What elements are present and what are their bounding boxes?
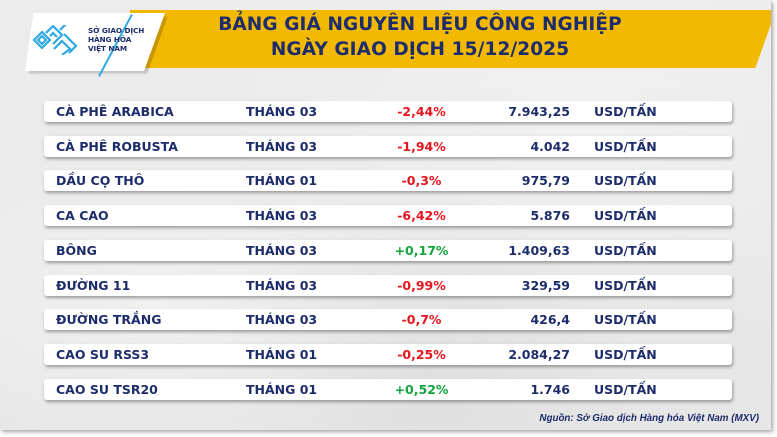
contract-month: THÁNG 03 — [246, 208, 318, 223]
contract-month: THÁNG 01 — [246, 382, 318, 397]
price-value: 975,79 — [521, 173, 570, 188]
price-value: 5.876 — [530, 208, 570, 223]
change-percent: +0,17% — [394, 243, 449, 258]
price-unit: USD/TẤN — [594, 104, 657, 119]
commodity-name: ĐƯỜNG TRẮNG — [56, 312, 162, 327]
logo-line-2: HÀNG HÓA — [88, 35, 132, 44]
change-percent: +0,52% — [394, 382, 449, 397]
commodity-name: DẦU CỌ THÔ — [56, 173, 145, 188]
commodity-name: CÀ PHÊ ARABICA — [56, 104, 174, 119]
price-value: 426,4 — [530, 312, 570, 327]
contract-month: THÁNG 03 — [246, 104, 318, 119]
logo-text: SỞ GIAO DỊCH HÀNG HÓA VIỆT NAM — [88, 26, 144, 53]
contract-month: THÁNG 01 — [246, 347, 318, 362]
table-row: CA CAO THÁNG 03 -6,42% 5.876 USD/TẤN — [44, 205, 732, 226]
price-value: 4.042 — [530, 138, 570, 154]
price-unit: USD/TẤN — [594, 138, 657, 154]
change-percent: -1,94% — [397, 138, 446, 154]
change-percent: -2,44% — [397, 104, 446, 119]
contract-month: THÁNG 03 — [246, 277, 318, 293]
price-value: 2.084,27 — [508, 347, 570, 362]
table-row: DẦU CỌ THÔ THÁNG 01 -0,3% 975,79 USD/TẤN — [44, 170, 732, 191]
commodity-name: CA CAO — [56, 208, 109, 223]
logo-line-3: VIỆT NAM — [88, 44, 128, 53]
price-value: 1.746 — [530, 382, 570, 397]
commodity-name: CÀ PHÊ ROBUSTA — [56, 138, 178, 154]
change-percent: -0,25% — [397, 347, 446, 362]
price-unit: USD/TẤN — [594, 277, 657, 293]
price-value: 1.409,63 — [508, 243, 570, 258]
table-row: CÀ PHÊ ARABICA THÁNG 03 -2,44% 7.943,25 … — [44, 101, 732, 122]
commodity-name: CAO SU RSS3 — [56, 347, 150, 362]
price-unit: USD/TẤN — [594, 173, 657, 188]
contract-month: THÁNG 01 — [246, 173, 318, 188]
price-value: 329,59 — [521, 277, 570, 293]
table-row: ĐƯỜNG 11 THÁNG 03 -0,99% 329,59 USD/TẤN — [44, 274, 732, 296]
commodity-name: CAO SU TSR20 — [56, 382, 158, 397]
contract-month: THÁNG 03 — [246, 243, 318, 258]
change-percent: -0,3% — [401, 173, 442, 188]
price-unit: USD/TẤN — [594, 243, 657, 258]
table-row: CAO SU TSR20 THÁNG 01 +0,52% 1.746 USD/T… — [44, 379, 732, 400]
contract-month: THÁNG 03 — [246, 312, 318, 327]
price-unit: USD/TẤN — [594, 208, 657, 223]
price-unit: USD/TẤN — [594, 312, 657, 327]
commodity-name: BÔNG — [56, 243, 97, 258]
table-row: BÔNG THÁNG 03 +0,17% 1.409,63 USD/TẤN — [44, 240, 732, 261]
title-banner — [130, 10, 771, 68]
price-value: 7.943,25 — [508, 104, 570, 119]
table-row: ĐƯỜNG TRẮNG THÁNG 03 -0,7% 426,4 USD/TẤN — [44, 309, 732, 330]
change-percent: -0,99% — [397, 277, 446, 293]
commodity-name: ĐƯỜNG 11 — [56, 277, 131, 293]
table-row: CÀ PHÊ ROBUSTA THÁNG 03 -1,94% 4.042 USD… — [44, 135, 732, 157]
price-unit: USD/TẤN — [594, 382, 657, 397]
title-line-1: BẢNG GIÁ NGUYÊN LIỆU CÔNG NGHIỆP — [218, 14, 622, 35]
source-note: Nguồn: Sở Giao dịch Hàng hóa Việt Nam (M… — [539, 413, 759, 424]
contract-month: THÁNG 03 — [246, 138, 318, 154]
infographic-frame: SỞ GIAO DỊCH HÀNG HÓA VIỆT NAM BẢNG GIÁ … — [0, 0, 771, 430]
table-row: CAO SU RSS3 THÁNG 01 -0,25% 2.084,27 USD… — [44, 344, 732, 365]
price-unit: USD/TẤN — [594, 347, 657, 362]
mxv-logo-icon — [32, 25, 78, 55]
page-title: BẢNG GIÁ NGUYÊN LIỆU CÔNG NGHIỆP NGÀY GI… — [200, 12, 640, 62]
change-percent: -0,7% — [401, 312, 442, 327]
change-percent: -6,42% — [397, 208, 446, 223]
logo-line-1: SỞ GIAO DỊCH — [88, 26, 145, 35]
title-line-2: NGÀY GIAO DỊCH 15/12/2025 — [270, 39, 570, 60]
